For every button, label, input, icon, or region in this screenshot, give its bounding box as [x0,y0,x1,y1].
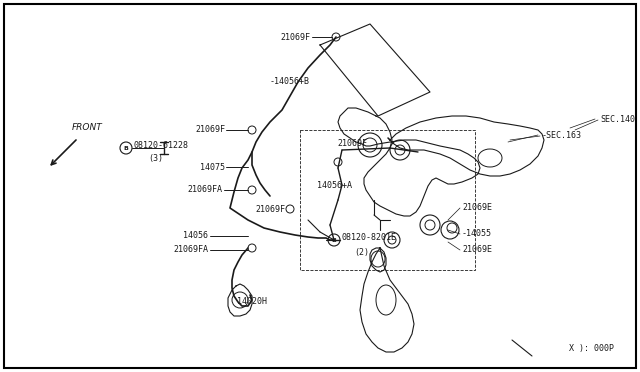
Text: B: B [332,237,337,243]
Text: 21069FA: 21069FA [187,186,222,195]
Text: 21069F: 21069F [337,138,367,148]
Text: (2): (2) [354,247,369,257]
Bar [300,130,475,270]
Text: 08120-61228: 08120-61228 [134,141,189,151]
Text: 14075: 14075 [200,163,225,171]
Text: -14056+B: -14056+B [270,77,310,87]
Text: 21069E: 21069E [462,246,492,254]
Text: -14055: -14055 [462,230,492,238]
Text: 14056+A: 14056+A [317,180,352,189]
Text: SEC.140: SEC.140 [600,115,635,124]
Text: 21069E: 21069E [462,203,492,212]
Text: FRONT: FRONT [72,123,103,132]
Text: B: B [124,145,129,151]
Text: -SEC.163: -SEC.163 [542,131,582,140]
Text: 21069F: 21069F [195,125,225,135]
Text: 21069F: 21069F [280,32,310,42]
Text: 14056: 14056 [183,231,208,241]
Text: 08120-8201E: 08120-8201E [342,234,397,243]
Text: X ): 000P: X ): 000P [569,344,614,353]
Text: 21069FA: 21069FA [173,246,208,254]
Text: (3): (3) [148,154,163,163]
Text: 14020H: 14020H [237,298,267,307]
Text: 21069F: 21069F [255,205,285,214]
